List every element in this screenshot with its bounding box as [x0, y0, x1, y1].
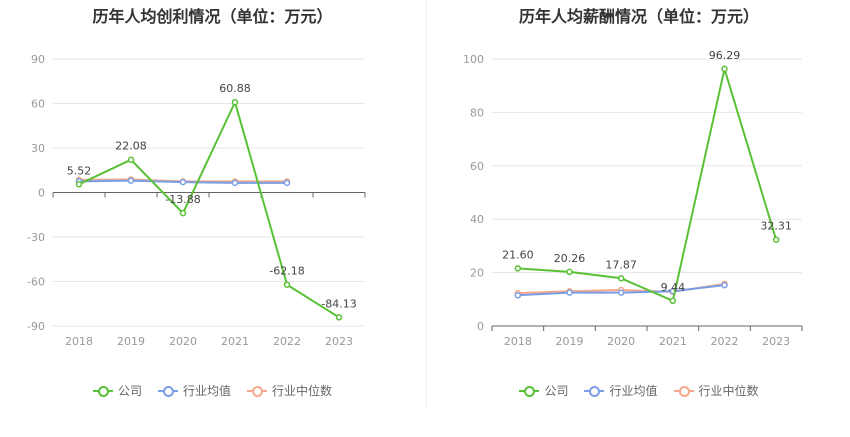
data-point-company: [566, 268, 573, 276]
y-tick-label: 90: [31, 53, 45, 66]
legend-label: 行业中位数: [272, 384, 333, 398]
x-tick-label: 2022: [711, 335, 739, 348]
x-tick-label: 2020: [607, 335, 635, 348]
data-point-company: [514, 265, 522, 272]
y-tick-label: 60: [470, 160, 484, 173]
data-label: 96.29: [709, 49, 741, 62]
y-tick-label: 0: [477, 320, 484, 333]
legend-company-icon: [92, 385, 113, 397]
legend-item-industry-median[interactable]: 行业中位数: [673, 382, 759, 399]
y-tick-label: -90: [27, 320, 45, 333]
data-label: -84.13: [321, 297, 356, 310]
chart-legend: 公司 行业均值 行业中位数: [428, 382, 850, 399]
data-label: 17.87: [605, 258, 637, 271]
y-tick-label: 20: [470, 267, 484, 280]
y-tick-label: 30: [31, 142, 45, 155]
data-point-company: [179, 209, 187, 217]
legend-industry-avg-icon: [157, 385, 178, 397]
data-point-company: [231, 98, 239, 106]
data-label: 22.08: [115, 140, 147, 153]
x-tick-label: 2018: [65, 335, 93, 348]
legend-item-industry-avg[interactable]: 行业均值: [157, 382, 231, 399]
data-label: 60.88: [219, 82, 251, 95]
data-label: 32.31: [760, 220, 792, 233]
legend-industry-median-icon: [673, 385, 694, 397]
series-line-company: [78, 99, 340, 319]
data-point-company: [721, 65, 728, 73]
y-tick-label: -60: [27, 276, 45, 289]
data-point-industry-avg: [127, 177, 135, 184]
legend-label: 行业中位数: [698, 384, 759, 398]
data-label: 20.26: [554, 252, 586, 265]
y-tick-label: 40: [470, 213, 484, 226]
data-point-company: [283, 281, 291, 288]
y-tick-label: 80: [470, 106, 484, 119]
data-label: -62.18: [269, 265, 304, 278]
legend-company-icon: [519, 385, 540, 397]
y-tick-label: 60: [31, 98, 45, 111]
salary-per-capita-chart: 历年人均薪酬情况（单位：万元） 100 80 60 40 20 0 2018 2019 2020…: [428, 0, 850, 437]
data-point-industry-avg: [617, 289, 625, 296]
salary-chart-plot: 100 80 60 40 20 0 2018 2019 2020 2021 2022 2023 21.6…: [463, 49, 803, 348]
data-point-company: [772, 236, 780, 243]
chart-title: 历年人均创利情况（单位：万元）: [92, 7, 333, 26]
legend-industry-avg-icon: [584, 385, 605, 397]
x-tick-label: 2023: [762, 335, 790, 348]
legend-label: 行业均值: [609, 384, 658, 398]
series-line-company: [517, 64, 778, 303]
data-point-company: [127, 156, 135, 163]
data-point-industry-avg: [231, 179, 239, 187]
y-tick-label: 100: [463, 53, 484, 66]
data-point-company: [335, 314, 343, 321]
legend-industry-median-icon: [247, 385, 267, 397]
data-point-industry-avg: [514, 292, 522, 299]
legend-item-industry-median[interactable]: 行业中位数: [247, 382, 332, 399]
data-point-company: [617, 275, 625, 282]
data-label: 9.44: [661, 281, 686, 294]
legend-item-industry-avg[interactable]: 行业均值: [584, 382, 658, 399]
data-point-industry-avg: [721, 281, 728, 289]
x-tick-label: 2020: [169, 335, 197, 348]
legend-label: 公司: [544, 384, 569, 398]
legend-label: 行业均值: [182, 384, 231, 398]
chart-legend: 公司 行业均值 行业中位数: [0, 382, 425, 399]
x-tick-label: 2019: [117, 335, 145, 348]
data-label: -13.88: [165, 193, 200, 206]
data-point-company: [75, 181, 83, 188]
x-tick-label: 2021: [221, 335, 249, 348]
data-point-company: [669, 297, 677, 305]
y-tick-label: -30: [27, 231, 45, 244]
data-point-industry-avg: [566, 289, 573, 296]
legend-item-company[interactable]: 公司: [92, 382, 142, 399]
x-tick-label: 2021: [659, 335, 687, 348]
chart-divider: [426, 0, 427, 410]
profit-per-capita-chart: 历年人均创利情况（单位：万元） 90 60 30 0 -30 -60 -90 2018 2019…: [0, 7, 425, 399]
data-point-industry-avg: [179, 178, 187, 186]
data-label: 21.60: [502, 248, 533, 261]
profit-chart-plot: 90 60 30 0 -30 -60 -90 2018 2019 2020 2021 2022 2023…: [27, 53, 366, 348]
x-tick-label: 2019: [556, 335, 584, 348]
x-tick-label: 2022: [273, 335, 301, 348]
data-point-industry-avg: [283, 179, 291, 187]
legend-item-company[interactable]: 公司: [519, 382, 568, 399]
data-label: 5.52: [67, 164, 92, 177]
y-tick-label: 0: [38, 187, 45, 200]
chart-title: 历年人均薪酬情况（单位：万元）: [518, 7, 759, 26]
legend-label: 公司: [117, 384, 142, 398]
x-tick-label: 2018: [504, 335, 532, 348]
x-tick-label: 2023: [325, 335, 353, 348]
